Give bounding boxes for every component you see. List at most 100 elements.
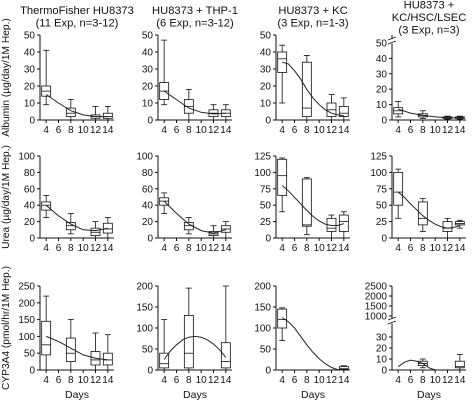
x-tick-label: 14 bbox=[454, 243, 466, 254]
x-tick-label: 10 bbox=[314, 125, 326, 136]
axis-break-gap bbox=[388, 318, 396, 324]
y-tick-label: 25 bbox=[376, 217, 388, 228]
y-tick-label: 10 bbox=[142, 99, 154, 110]
column-title-line: HU8373 + bbox=[404, 0, 455, 12]
x-tick-label: 14 bbox=[220, 125, 232, 136]
y-tick-label: 100 bbox=[136, 324, 153, 335]
y-tick-label: 2500 bbox=[365, 282, 388, 293]
column-title: HU8373 + THP-1 (6 Exp, n=3-12) bbox=[152, 5, 238, 30]
x-tick-label: 14 bbox=[220, 243, 232, 254]
fit-curve bbox=[397, 359, 437, 370]
column-title-line: HU8373 + KC bbox=[278, 5, 347, 17]
y-tick-label: 100 bbox=[18, 152, 35, 163]
x-tick-label: 4 bbox=[161, 243, 167, 254]
x-axis-label: Days bbox=[417, 389, 441, 401]
y-tick-label: 0 bbox=[381, 116, 387, 127]
box bbox=[301, 178, 312, 227]
x-tick-label: 8 bbox=[304, 125, 310, 136]
y-tick-label: 100 bbox=[254, 168, 271, 179]
y-tick-label: 100 bbox=[254, 324, 271, 335]
fit-curve bbox=[46, 335, 108, 361]
x-tick-label: 8 bbox=[304, 375, 310, 386]
x-tick-label: 4 bbox=[43, 125, 49, 136]
row-axis-label: Urea (µg/day/1M Hep.) bbox=[1, 145, 12, 249]
box bbox=[277, 158, 288, 196]
x-tick-label: 10 bbox=[430, 243, 442, 254]
y-tick-label: 20 bbox=[142, 82, 154, 93]
x-tick-label: 4 bbox=[395, 243, 401, 254]
box bbox=[454, 360, 465, 369]
y-tick-label: 250 bbox=[18, 282, 35, 293]
x-tick-label: 8 bbox=[304, 243, 310, 254]
box bbox=[220, 342, 231, 369]
box bbox=[338, 366, 349, 370]
axis-break-mark bbox=[387, 36, 397, 41]
y-tick-label: 200 bbox=[136, 282, 153, 293]
x-tick-label: 4 bbox=[161, 375, 167, 386]
fit-curve bbox=[45, 204, 108, 232]
column-title-line: (6 Exp, n=3-12) bbox=[156, 18, 234, 30]
x-tick-label: 4 bbox=[279, 375, 285, 386]
y-tick-label: 20 bbox=[24, 82, 36, 93]
y-tick-label: 50 bbox=[142, 31, 154, 42]
x-tick-label: 14 bbox=[102, 243, 114, 254]
x-tick-label: 14 bbox=[220, 375, 232, 386]
fit-curve bbox=[281, 185, 344, 226]
x-tick-label: 12 bbox=[326, 243, 338, 254]
x-tick-label: 12 bbox=[442, 243, 454, 254]
axis-break-mark bbox=[387, 40, 397, 45]
x-tick-label: 12 bbox=[90, 375, 102, 386]
x-tick-label: 12 bbox=[442, 375, 454, 386]
column-title: HU8373 + KC/HSC/LSEC (3 Exp, n=3) bbox=[392, 0, 467, 37]
row-axis-label: CYP3A4 (pmol/hr/1M Hep.) bbox=[1, 266, 12, 390]
box bbox=[393, 171, 404, 206]
fit-curve bbox=[163, 335, 227, 360]
y-tick-label: 40 bbox=[142, 48, 154, 59]
x-tick-label: 10 bbox=[78, 243, 90, 254]
x-tick-label: 8 bbox=[186, 375, 192, 386]
y-tick-label: 20 bbox=[260, 82, 272, 93]
box bbox=[338, 214, 349, 232]
y-tick-label: 20 bbox=[142, 217, 154, 228]
y-tick-label: 30 bbox=[376, 69, 388, 80]
x-tick-label: 6 bbox=[56, 243, 62, 254]
x-tick-label: 8 bbox=[68, 243, 74, 254]
y-tick-label: 30 bbox=[142, 65, 154, 76]
box bbox=[417, 201, 428, 226]
x-tick-label: 12 bbox=[208, 375, 220, 386]
x-tick-label: 4 bbox=[395, 125, 401, 136]
y-tick-label: 150 bbox=[136, 303, 153, 314]
chart-panel: 0 25 50 75 100 125 4 6 8 10 12 14 bbox=[254, 152, 350, 254]
y-tick-label: 75 bbox=[260, 184, 272, 195]
y-tick-label: 40 bbox=[24, 48, 36, 59]
x-tick-label: 4 bbox=[279, 243, 285, 254]
x-tick-label: 14 bbox=[102, 125, 114, 136]
y-tick-label: 100 bbox=[136, 152, 153, 163]
y-tick-label: 40 bbox=[260, 48, 272, 59]
y-tick-label: 200 bbox=[254, 282, 271, 293]
box bbox=[41, 201, 52, 211]
x-tick-label: 12 bbox=[208, 125, 220, 136]
x-tick-label: 6 bbox=[292, 125, 298, 136]
x-tick-label: 6 bbox=[56, 375, 62, 386]
x-tick-label: 14 bbox=[102, 375, 114, 386]
x-tick-label: 6 bbox=[408, 375, 414, 386]
row-axis-label: Albumin (µg/day/1M Hep.) bbox=[1, 18, 12, 137]
y-tick-label: 150 bbox=[254, 303, 271, 314]
y-tick-label: 50 bbox=[260, 345, 272, 356]
box bbox=[90, 227, 101, 236]
chart-panel: 0 20 40 60 80 100 4 6 8 10 12 14 bbox=[18, 152, 114, 254]
axis-break-gap bbox=[388, 38, 396, 44]
x-tick-label: 8 bbox=[420, 243, 426, 254]
x-tick-label: 14 bbox=[338, 375, 350, 386]
column-title-line: KC/HSC/LSEC bbox=[392, 12, 467, 24]
y-tick-label: 10 bbox=[376, 355, 388, 366]
fit-curve bbox=[163, 200, 226, 234]
x-tick-label: 6 bbox=[292, 375, 298, 386]
x-tick-label: 8 bbox=[68, 125, 74, 136]
fit-curve bbox=[397, 191, 460, 229]
